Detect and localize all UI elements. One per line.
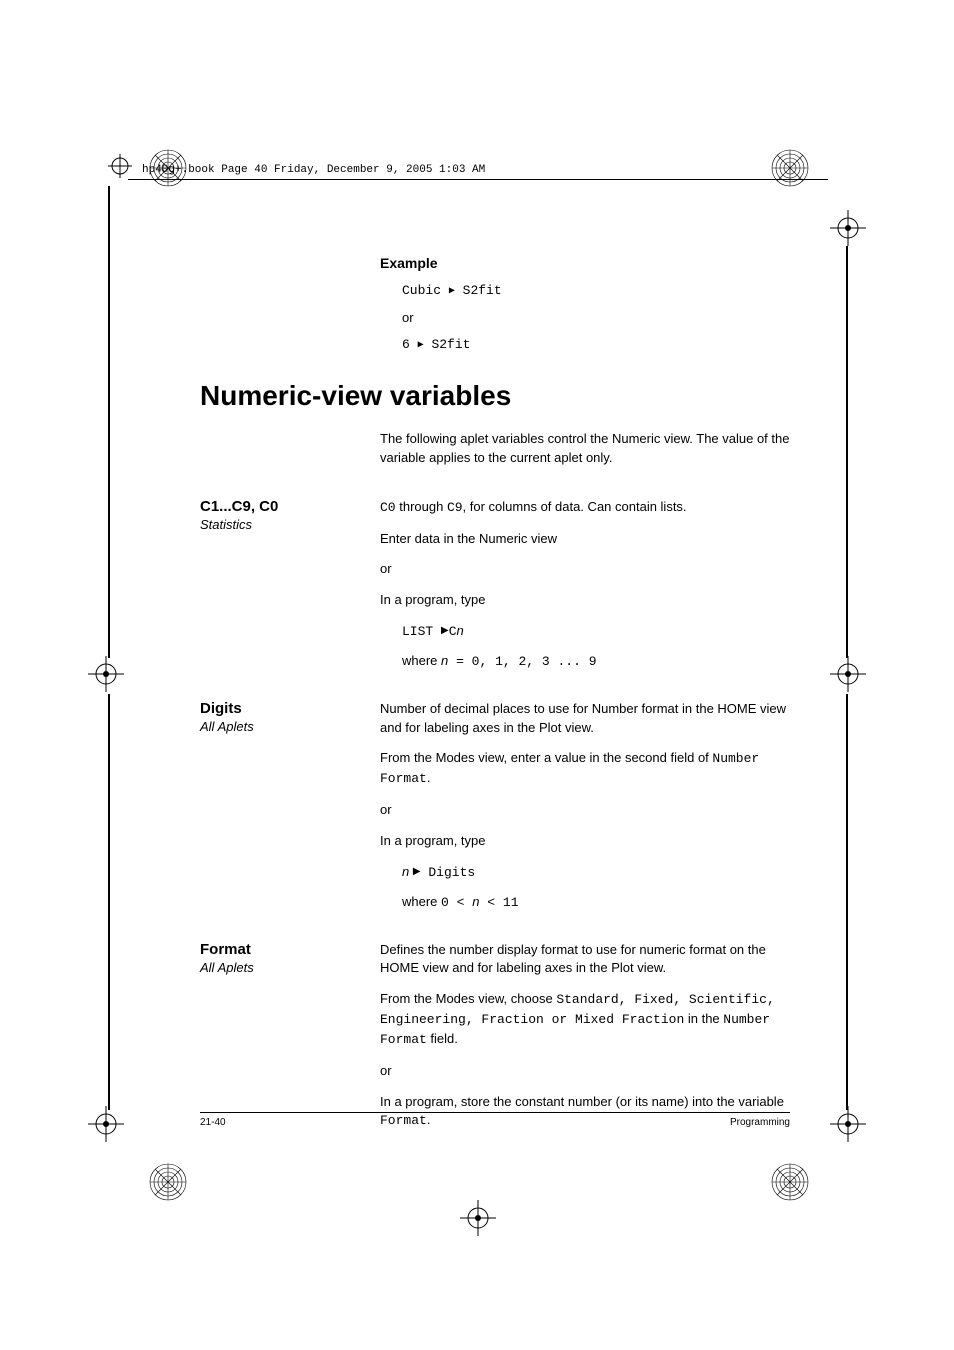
reg-mark-bottom xyxy=(460,1200,496,1236)
c1c9-where: where n = 0, 1, 2, 3 ... 9 xyxy=(402,652,790,672)
format-or: or xyxy=(380,1062,790,1081)
digits-p1: Number of decimal places to use for Numb… xyxy=(380,700,790,738)
subterm-format: All Aplets xyxy=(200,960,380,975)
frame-line-right-upper xyxy=(846,246,848,658)
subterm-statistics: Statistics xyxy=(200,517,380,532)
intro-paragraph: The following aplet variables control th… xyxy=(380,430,790,468)
c1c9-p3: In a program, type xyxy=(380,591,790,610)
reg-mark-left xyxy=(88,656,124,692)
subterm-digits: All Aplets xyxy=(200,719,380,734)
digits-where: where 0 < n < 11 xyxy=(402,893,790,913)
reg-mark-tr-edge xyxy=(830,210,866,246)
reg-mark-bl-edge xyxy=(88,1106,124,1142)
c1c9-p1: C0 through C9, for columns of data. Can … xyxy=(380,498,790,518)
format-p2: From the Modes view, choose Standard, Fi… xyxy=(380,990,790,1050)
c1c9-p2: Enter data in the Numeric view xyxy=(380,530,790,549)
reg-mark-right xyxy=(830,656,866,692)
header-text: hp40g+.book Page 40 Friday, December 9, … xyxy=(142,164,485,176)
page-footer: 21-40 Programming xyxy=(200,1112,790,1128)
frame-line-left-lower xyxy=(108,694,110,1110)
digits-code: n ▶ Digits xyxy=(402,863,790,883)
c1c9-code: LIST ▶Cn xyxy=(402,622,790,642)
term-format: Format xyxy=(200,941,380,958)
rosette-br xyxy=(770,1162,810,1202)
example-or: or xyxy=(402,310,790,325)
term-c1c9: C1...C9, C0 xyxy=(200,498,380,515)
example-code-1: Cubic ▶ S2fit xyxy=(402,283,790,298)
frame-line-left-upper xyxy=(108,186,110,658)
footer-page-number: 21-40 xyxy=(200,1117,226,1128)
format-p1: Defines the number display format to use… xyxy=(380,941,790,979)
digits-or: or xyxy=(380,801,790,820)
store-icon: ▶ xyxy=(441,624,449,639)
footer-section: Programming xyxy=(730,1117,790,1128)
section-title: Numeric-view variables xyxy=(200,380,790,412)
store-icon: ▶ xyxy=(413,865,421,880)
frame-line-right-lower xyxy=(846,694,848,1110)
digits-p3: In a program, type xyxy=(380,832,790,851)
page-content: Example Cubic ▶ S2fit or 6 ▶ S2fit Numer… xyxy=(200,255,790,1143)
rosette-bl xyxy=(148,1162,188,1202)
page-header: hp40g+.book Page 40 Friday, December 9, … xyxy=(128,160,828,180)
digits-p2: From the Modes view, enter a value in th… xyxy=(380,749,790,789)
example-code-2: 6 ▶ S2fit xyxy=(402,337,790,352)
term-digits: Digits xyxy=(200,700,380,717)
c1c9-or: or xyxy=(380,560,790,579)
reg-mark-br-edge xyxy=(830,1106,866,1142)
example-label: Example xyxy=(380,255,790,271)
